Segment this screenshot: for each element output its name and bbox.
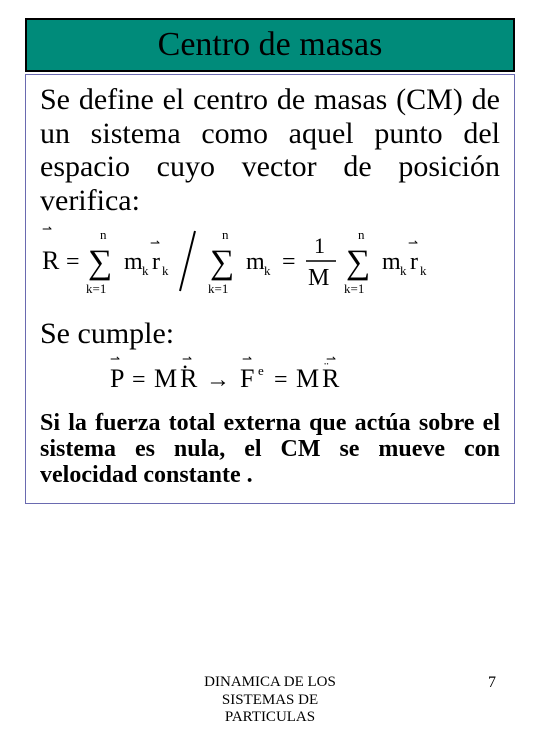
conclusion-paragraph: Si la fuerza total externa que actúa sob… (40, 411, 500, 489)
svg-text:=: = (66, 249, 80, 275)
vec-marker-icon: ⇀ (42, 223, 52, 236)
formula-1: ⇀ R = n ∑ k=1 m k ⇀ r k (40, 223, 500, 299)
formula-P: P (110, 364, 124, 393)
footer-line-3: PARTICULAS (225, 709, 315, 725)
sum-lower-2: k=1 (208, 281, 228, 296)
cumple-label: Se cumple: (40, 317, 500, 351)
arrow-icon: → (206, 367, 230, 393)
formula-1-svg: ⇀ R = n ∑ k=1 m k ⇀ r k (42, 223, 500, 299)
divider-slash-icon (180, 231, 195, 291)
sum-upper-2: n (222, 227, 229, 242)
footer-line-1: DINAMICA DE LOS (204, 674, 336, 690)
formula-one: 1 (314, 233, 325, 258)
formula-2-svg: ⇀ P = M ⇀ • R → ⇀ F e = M (110, 355, 440, 401)
formula-k-2: k (264, 263, 271, 278)
sum-upper-1: n (100, 227, 107, 242)
sigma-icon: ∑ (210, 244, 234, 281)
svg-text:=: = (132, 367, 146, 393)
formula-r-3: r (410, 249, 418, 275)
footer-line-2: SISTEMAS DE (222, 692, 318, 708)
vec-marker-icon: ⇀ (408, 236, 418, 250)
intro-paragraph: Se define el centro de masas (CM) de un … (40, 83, 500, 217)
formula-2: ⇀ P = M ⇀ • R → ⇀ F e = M (40, 355, 500, 401)
formula-k-3: k (400, 263, 407, 278)
page-number: 7 (488, 674, 496, 692)
title-bar: Centro de masas (25, 18, 515, 72)
formula-r-1: r (152, 249, 160, 275)
sum-lower-3: k=1 (344, 281, 364, 296)
formula-m-1: m (124, 249, 143, 275)
formula-M-1: M (154, 364, 177, 393)
formula-k-1: k (142, 263, 149, 278)
formula-R-2: R (322, 364, 340, 393)
sigma-icon: ∑ (346, 244, 370, 281)
formula-M-2: M (296, 364, 319, 393)
sum-upper-3: n (358, 227, 365, 242)
formula-R: R (42, 246, 60, 275)
vec-marker-icon: ⇀ (150, 236, 160, 250)
formula-e-sup: e (258, 363, 264, 378)
svg-text:=: = (274, 367, 288, 393)
slide-title: Centro de masas (158, 26, 383, 63)
slide: Centro de masas Se define el centro de m… (0, 18, 540, 738)
svg-text:=: = (282, 249, 296, 275)
footer-text: DINAMICA DE LOS SISTEMAS DE PARTICULAS (0, 674, 540, 726)
formula-k-1b: k (162, 263, 169, 278)
formula-k-3b: k (420, 263, 427, 278)
footer: DINAMICA DE LOS SISTEMAS DE PARTICULAS 7 (0, 674, 540, 726)
formula-bigM: M (308, 265, 329, 291)
sigma-icon: ∑ (88, 244, 112, 281)
formula-m-3: m (382, 249, 401, 275)
sum-lower-1: k=1 (86, 281, 106, 296)
content-box: Se define el centro de masas (CM) de un … (25, 74, 515, 504)
formula-R-1: R (180, 364, 198, 393)
formula-F: F (240, 364, 254, 393)
formula-m-2: m (246, 249, 265, 275)
